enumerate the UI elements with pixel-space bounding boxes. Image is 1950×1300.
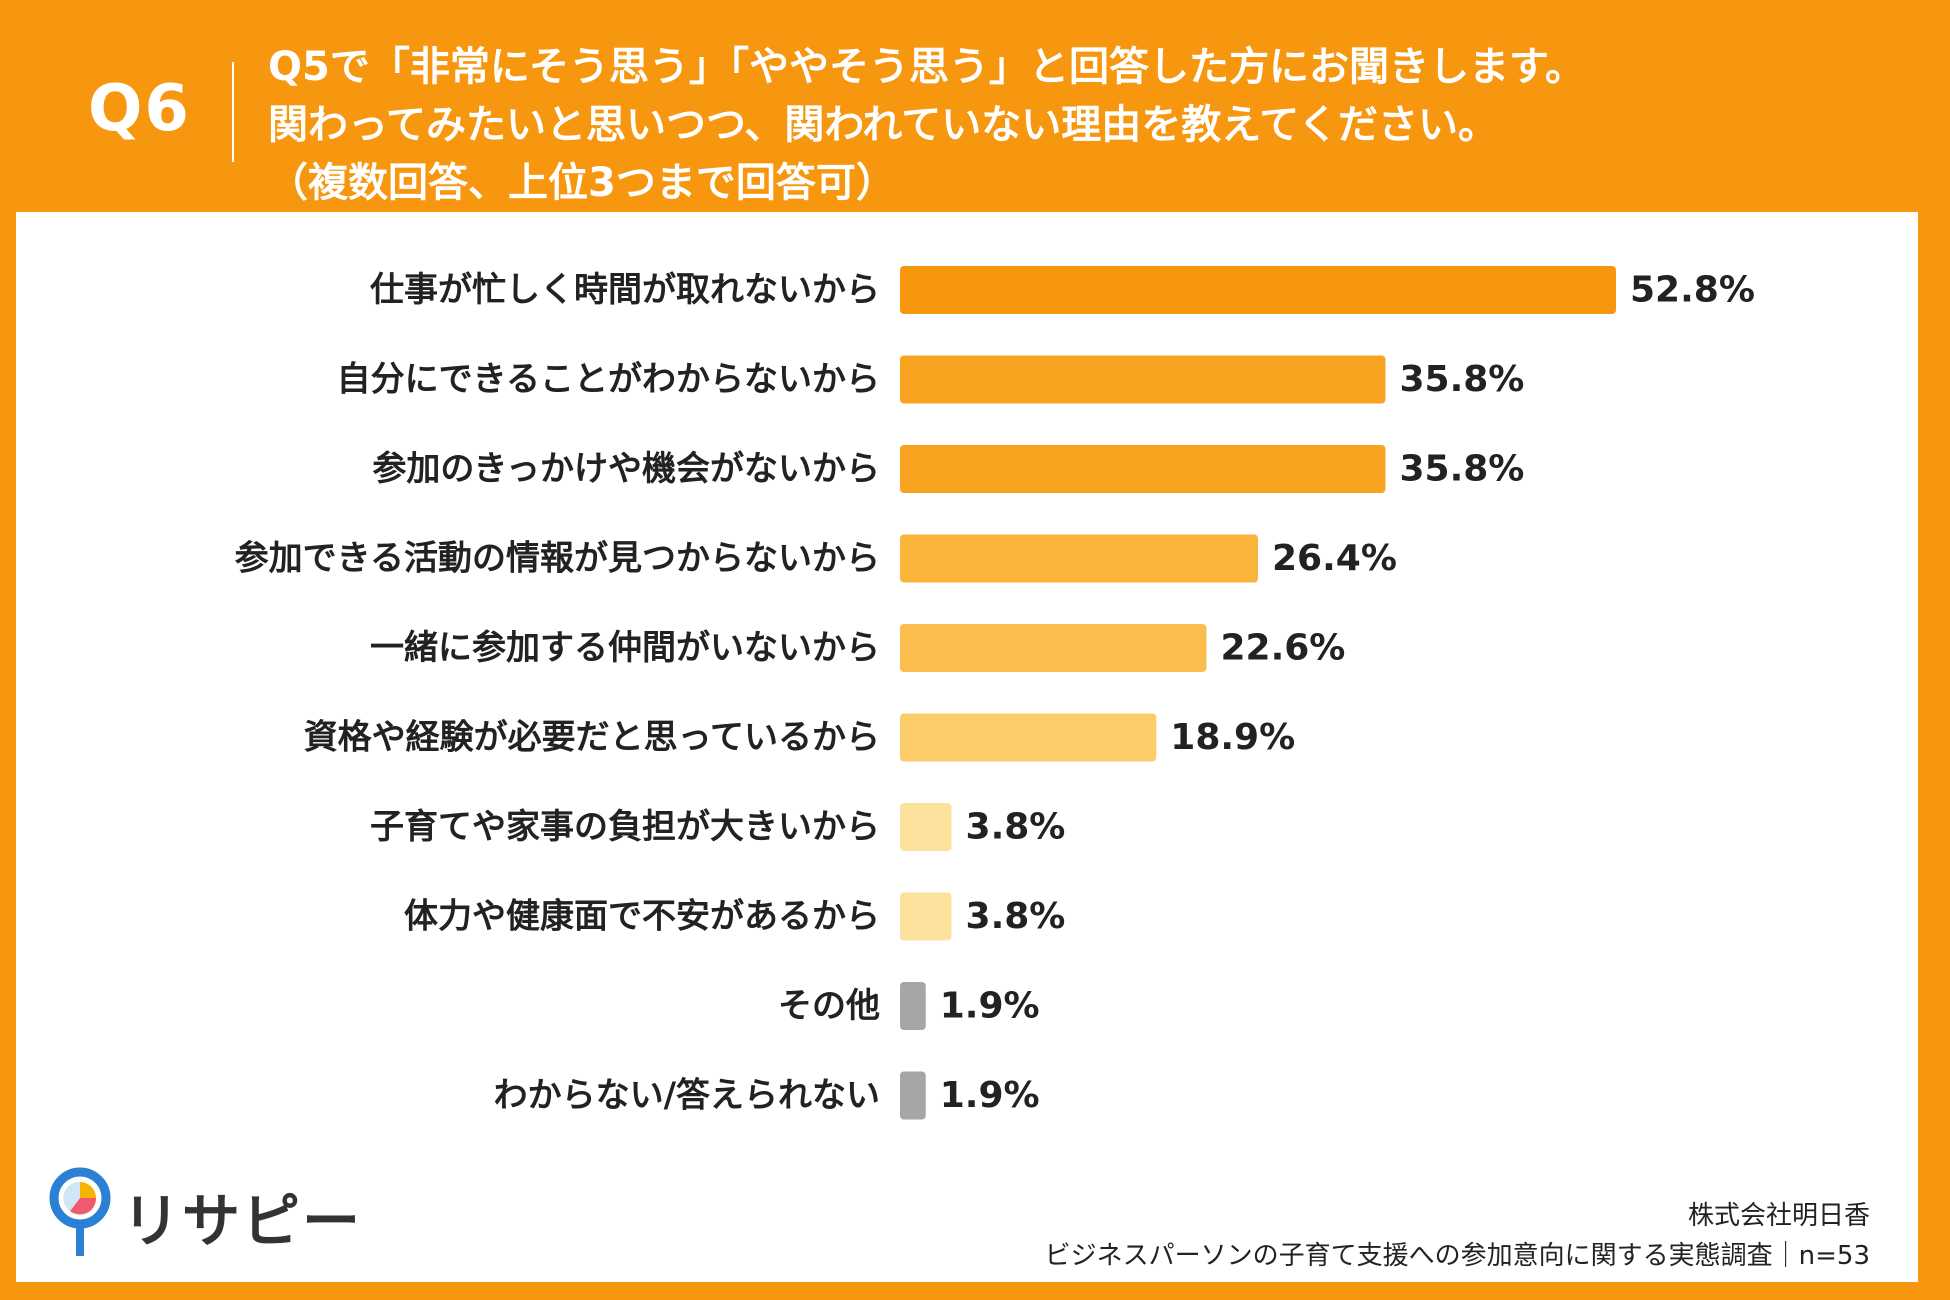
bar-chart: 仕事が忙しく時間が取れないから 52.8% 自分にできることがわからないから 35.8… [235,266,1755,1120]
bar [900,445,1386,493]
question-line-2: 関わってみたいと思いつつ、関われていない理由を教えてください。 [268,102,1498,148]
bar [900,892,952,941]
bar [900,355,1386,404]
header: Q6 Q5で「非常にそう思う」「ややそう思う」と回答した方にお聞きします。 関わ… [0,0,1950,210]
value-label: 18.9% [1170,717,1295,758]
logo-pin-icon [49,1167,111,1256]
category-label: 参加のきっかけや機会がないから [372,449,880,489]
bar [900,982,926,1030]
value-label: 3.8% [966,896,1066,937]
category-label: 資格や経験が必要だと思っているから [304,718,880,758]
category-label: 自分にできることがわからないから [337,360,880,400]
question-label: Q6 [88,72,191,146]
value-label: 35.8% [1399,449,1524,490]
value-label: 52.8% [1630,270,1755,311]
question-line-1: Q5で「非常にそう思う」「ややそう思う」と回答した方にお聞きします。 [268,44,1586,90]
logo-text: リサピー [122,1187,363,1255]
bar [900,803,952,851]
question-text: Q5で「非常にそう思う」「ややそう思う」と回答した方にお聞きします。 関わってみ… [268,38,1585,212]
value-label: 35.8% [1399,359,1524,400]
value-label: 1.9% [940,986,1040,1027]
bar [900,1071,926,1120]
value-label: 1.9% [940,1075,1040,1116]
category-label: 仕事が忙しく時間が取れないから [370,270,880,310]
source-note: 株式会社明日香 ビジネスパーソンの子育て支援への参加意向に関する実態調査｜n=5… [1045,1196,1870,1276]
bar [900,266,1616,314]
value-label: 3.8% [966,807,1066,848]
bar [900,624,1207,672]
bar [900,713,1157,762]
category-label: 体力や健康面で不安があるから [404,897,880,937]
question-line-3: （複数回答、上位3つまで回答可） [268,160,896,206]
risapy-logo: リサピー [44,1162,360,1262]
source-survey: ビジネスパーソンの子育て支援への参加意向に関する実態調査｜n=53 [1044,1241,1870,1271]
source-company: 株式会社明日香 [1687,1201,1870,1231]
chart-panel: 仕事が忙しく時間が取れないから 52.8% 自分にできることがわからないから 35.8… [16,212,1918,1282]
value-label: 22.6% [1220,628,1345,669]
category-label: 参加できる活動の情報が見つからないから [235,539,880,579]
category-label: 子育てや家事の負担が大きいから [370,807,880,847]
bar [900,534,1258,583]
value-label: 26.4% [1272,538,1397,579]
category-label: わからない/答えられない [494,1076,880,1116]
category-label: 一緒に参加する仲間がいないから [370,628,880,668]
category-label: その他 [778,986,880,1026]
header-divider [232,62,234,162]
